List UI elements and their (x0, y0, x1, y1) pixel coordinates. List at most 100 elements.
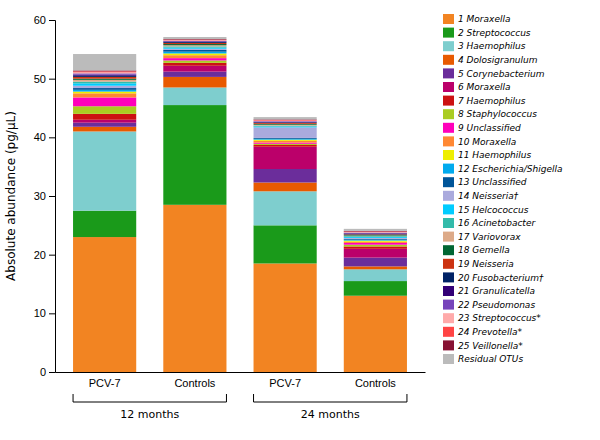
bar-segment (344, 237, 407, 239)
tick: 40 (34, 131, 55, 143)
legend-swatch (443, 245, 454, 255)
legend-swatch (443, 82, 454, 92)
legend-label: 13 Unclassified (458, 177, 527, 187)
legend-swatch (443, 286, 454, 296)
legend-label: 6 Moraxella (458, 82, 510, 92)
bar-segment (344, 243, 407, 245)
bar-segment (73, 72, 136, 73)
legend-item: 8 Staphylococcus (443, 109, 537, 119)
legend-swatch (443, 327, 454, 337)
bar-segment (163, 60, 226, 62)
legend-label: 8 Staphylococcus (458, 109, 537, 119)
series (73, 40, 407, 232)
legend-item: 19 Neisseria (443, 259, 514, 269)
tick-label: Controls (174, 377, 215, 389)
bar-segment (73, 86, 136, 88)
legend-item: 17 Variovorax (443, 232, 521, 242)
bar-segment (344, 233, 407, 235)
bracket-line (73, 394, 226, 402)
legend-item: 21 Granulicatella (443, 286, 535, 296)
series (73, 41, 407, 233)
bar-segment (163, 44, 226, 45)
legend-item: 24 Prevotella* (443, 327, 522, 337)
bar-segment (73, 80, 136, 82)
bar-segment (163, 45, 226, 46)
legend-swatch (443, 55, 454, 65)
legend-swatch (443, 218, 454, 228)
series (73, 48, 407, 238)
bar-segment (163, 49, 226, 50)
bar-segment (344, 238, 407, 240)
legend-label: 1 Moraxella (458, 14, 510, 24)
annotation: 24 months (301, 408, 360, 421)
tick: PCV-7 (89, 377, 121, 389)
series (73, 58, 407, 245)
tick-label: PCV-7 (89, 377, 121, 389)
bar-segment (73, 106, 136, 114)
bracket-line (254, 394, 407, 402)
bar-segment (163, 52, 226, 54)
series (73, 53, 407, 241)
bar-segment (344, 296, 407, 372)
tick-mark (49, 137, 55, 138)
legend-item: 1 Moraxella (443, 14, 510, 24)
series (73, 63, 407, 249)
bar-segment (254, 120, 317, 122)
legend-item: 3 Haemophilus (443, 41, 526, 51)
bar-segment (254, 144, 317, 145)
legend-label: 12 Escherichia/Shigella (458, 164, 562, 174)
legend-item: 12 Escherichia/Shigella (443, 164, 562, 174)
tick: Controls (355, 377, 396, 389)
bar-segment (254, 183, 317, 192)
legend-swatch (443, 14, 454, 24)
bar-segment (254, 122, 317, 124)
tick: 10 (34, 307, 55, 319)
legend-label: 25 Veillonella* (458, 341, 523, 351)
bar-segment (344, 246, 407, 248)
legend-swatch (443, 232, 454, 242)
series (73, 42, 407, 234)
legend-swatch (443, 68, 454, 78)
legend-item: 10 Moraxella (443, 136, 516, 146)
series (73, 60, 407, 246)
bar-segment (254, 126, 317, 128)
bar-segment (344, 237, 407, 239)
bar-segment (344, 239, 407, 241)
legend-swatch (443, 259, 454, 269)
tick: Controls (174, 377, 215, 389)
bar-segment (163, 46, 226, 47)
legend-swatch (443, 354, 454, 364)
bar-segment (163, 55, 226, 58)
bar-segment (73, 93, 136, 97)
tick-mark (49, 20, 55, 21)
bar-segment (163, 48, 226, 49)
plot: 0102030405060PCV-7ControlsPCV-7ControlsA… (4, 14, 426, 421)
series (73, 77, 407, 269)
series (73, 55, 407, 243)
bar-segment (73, 97, 136, 106)
series (73, 41, 407, 233)
legend-item: 23 Streptococcus* (443, 313, 541, 323)
legend-swatch (443, 96, 454, 106)
legend-label: 18 Gemella (458, 245, 510, 255)
legend-item: 7 Haemophilus (443, 96, 526, 106)
bar-segment (73, 76, 136, 77)
bar-segment (163, 105, 226, 205)
legend-label: 23 Streptococcus* (458, 313, 541, 323)
legend-swatch (443, 41, 454, 51)
bar-segment (344, 281, 407, 296)
legend-swatch (443, 204, 454, 214)
series (73, 45, 407, 236)
tick-label: PCV-7 (269, 377, 301, 389)
legend-label: 4 Dolosigranulum (458, 55, 538, 65)
legend: 1 Moraxella2 Streptococcus3 Haemophilus4… (443, 14, 562, 364)
bar-segment (344, 269, 407, 281)
bar-segment (163, 205, 226, 372)
tick-label: 50 (34, 73, 46, 85)
series (73, 39, 407, 231)
bar-segment (73, 83, 136, 85)
legend-label: 21 Granulicatella (458, 286, 535, 296)
bar-segment (73, 73, 136, 74)
legend-label: Residual OTUs (458, 354, 523, 364)
legend-item: 9 Unclassified (443, 123, 521, 133)
